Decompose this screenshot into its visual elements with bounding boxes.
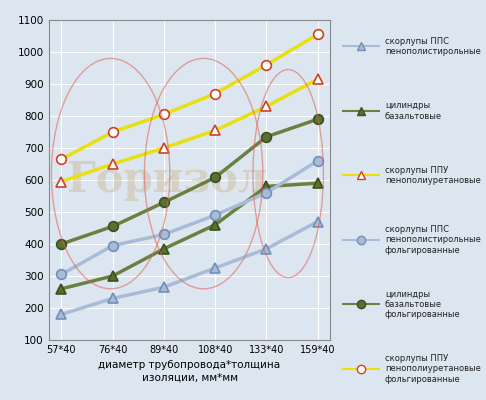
- X-axis label: диаметр трубопровода*толщина
изоляции, мм*мм: диаметр трубопровода*толщина изоляции, м…: [99, 360, 280, 382]
- Text: скорлупы ППС
пенополистирольные
фольгированные: скорлупы ППС пенополистирольные фольгиро…: [385, 225, 481, 255]
- Text: цилиндры
базальтовые: цилиндры базальтовые: [385, 101, 442, 121]
- Text: скорлупы ППУ
пенополиуретановые
фольгированные: скорлупы ППУ пенополиуретановые фольгиро…: [385, 354, 481, 384]
- Text: скорлупы ППУ
пенополиуретановые: скорлупы ППУ пенополиуретановые: [385, 166, 481, 185]
- Text: скорлупы ППС
пенополистирольные: скорлупы ППС пенополистирольные: [385, 37, 481, 56]
- Text: цилиндры
базальтовые
фольгированные: цилиндры базальтовые фольгированные: [385, 290, 461, 319]
- Text: Горизол: Горизол: [67, 159, 267, 201]
